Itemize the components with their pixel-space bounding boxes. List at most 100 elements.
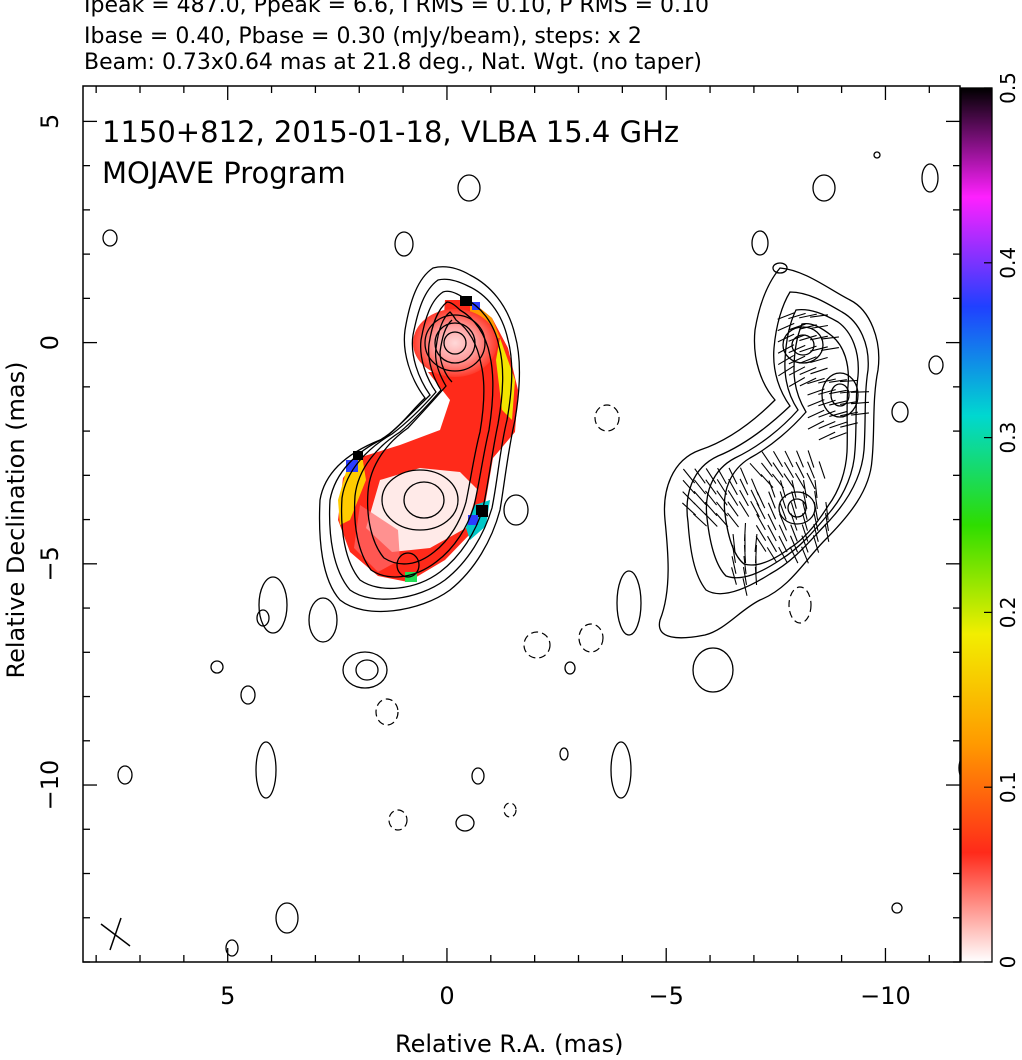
pol-vector xyxy=(812,535,820,553)
pol-vector xyxy=(839,379,859,383)
polarization-color-image xyxy=(338,296,518,582)
pol-vector xyxy=(739,467,749,485)
pol-vector xyxy=(777,354,795,366)
pol-vector xyxy=(755,536,767,552)
pol-vector xyxy=(807,377,825,385)
pol-vector xyxy=(754,566,758,586)
pol-vector xyxy=(704,501,718,517)
pol-vector xyxy=(799,334,817,342)
pol-vector xyxy=(761,451,773,467)
pol-vector xyxy=(779,480,787,498)
pol-vector xyxy=(801,524,809,542)
y-tick-label: −5 xyxy=(36,546,64,581)
x-tick-label: −10 xyxy=(860,982,911,1010)
x-tick-label: 5 xyxy=(220,982,235,1010)
pol-vector xyxy=(813,524,819,542)
pol-vector xyxy=(818,461,826,479)
pol-vector xyxy=(789,546,799,564)
intensity-contours-left xyxy=(102,174,642,957)
pol-vector xyxy=(829,432,847,440)
pol-vector xyxy=(799,324,817,330)
pol-vector xyxy=(840,422,858,428)
colorbar-tick-label: 0.5 xyxy=(996,72,1020,104)
pol-vector xyxy=(810,367,828,375)
pol-vector xyxy=(742,567,748,585)
pol-vector xyxy=(731,556,737,574)
pol-vector xyxy=(772,450,784,468)
x-tick-label: −5 xyxy=(649,982,684,1010)
pol-vector xyxy=(788,312,806,320)
pol-vector xyxy=(850,401,870,405)
pol-vector xyxy=(754,533,758,553)
pol-vector xyxy=(767,524,777,542)
pol-vector xyxy=(791,491,797,509)
pol-vector xyxy=(783,461,795,479)
pol-vector xyxy=(788,323,806,331)
pol-vector xyxy=(732,533,736,553)
pol-vector xyxy=(705,468,717,484)
pol-vector xyxy=(818,431,836,441)
pol-vector xyxy=(728,467,738,485)
pol-vector xyxy=(783,473,795,489)
pol-vector xyxy=(795,461,805,479)
pol-vector xyxy=(788,377,806,387)
pol-vector xyxy=(851,412,869,416)
pol-vector xyxy=(766,547,778,563)
pol-vector xyxy=(715,512,729,528)
pol-vector xyxy=(779,491,787,509)
pol-vector xyxy=(825,502,829,520)
pol-vector xyxy=(799,366,817,376)
pol-vector xyxy=(810,314,828,318)
pol-vector xyxy=(779,513,787,531)
pol-vector xyxy=(810,356,828,364)
pol-vector xyxy=(840,401,858,405)
pol-vector xyxy=(829,400,847,406)
pol-vector xyxy=(778,546,788,564)
pol-vector xyxy=(716,490,728,506)
pol-vector xyxy=(704,490,718,506)
pol-vector xyxy=(825,513,829,531)
pol-vector xyxy=(777,312,795,320)
y-tick-label: 5 xyxy=(36,114,64,129)
pol-vector xyxy=(818,399,836,407)
pol-vector xyxy=(824,524,830,542)
pol-vector xyxy=(767,513,777,531)
pol-vector xyxy=(829,379,847,383)
chart-subtitle: MOJAVE Program xyxy=(102,156,346,190)
colorbar-tick-label: 0.2 xyxy=(996,596,1020,628)
y-axis-label: Relative Declination (mas) xyxy=(2,361,30,679)
pol-vector xyxy=(790,513,798,531)
pol-vector xyxy=(813,502,819,520)
pol-vector xyxy=(790,502,798,520)
pol-vector xyxy=(801,546,809,564)
intensity-contours-right xyxy=(658,151,972,914)
colorbar-tick-label: 0 xyxy=(996,956,1020,969)
polarization-vectors xyxy=(681,312,870,596)
pol-vector xyxy=(829,411,847,417)
pol-vector xyxy=(693,513,707,527)
pol-vector xyxy=(778,524,788,542)
header-line-2: Ibase = 0.40, Pbase = 0.30 (mJy/beam), s… xyxy=(84,24,642,49)
pol-vector xyxy=(799,356,817,364)
pol-vector xyxy=(818,421,836,429)
pol-vector xyxy=(850,391,870,393)
pol-vector xyxy=(717,467,727,485)
pol-vector xyxy=(732,545,736,563)
plot-frame xyxy=(82,85,961,963)
y-axis-ticks: 5 0 −5 −10 xyxy=(36,114,960,963)
pol-vector xyxy=(829,421,847,429)
pol-vector xyxy=(806,472,816,490)
pol-vector xyxy=(821,347,839,351)
chart-title: 1150+812, 2015-01-18, VLBA 15.4 GHz xyxy=(102,115,679,149)
pol-vector xyxy=(756,513,766,531)
pol-vector xyxy=(778,365,794,377)
pol-vector xyxy=(704,513,718,527)
pol-vector xyxy=(716,501,728,517)
pol-vector xyxy=(814,491,818,509)
pol-vector xyxy=(810,335,828,341)
pol-vector xyxy=(784,450,794,468)
pol-vector xyxy=(807,388,825,396)
pol-vector xyxy=(727,501,739,517)
pol-vector xyxy=(788,366,806,376)
